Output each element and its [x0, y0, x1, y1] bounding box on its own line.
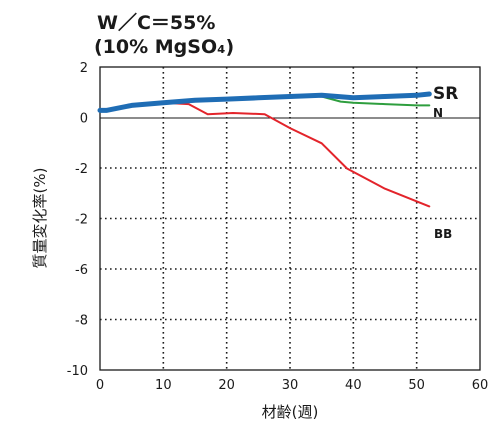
series-label-n: N: [433, 106, 443, 120]
x-tick-label: 20: [218, 378, 235, 393]
y-tick-label: -2: [75, 213, 88, 228]
x-tick-label: 10: [155, 378, 172, 393]
x-tick-label: 40: [345, 378, 362, 393]
x-tick-label: 60: [472, 378, 489, 393]
chart-title-line-1: W／C＝55%: [97, 11, 215, 34]
grid: [100, 67, 480, 370]
y-tick-label: -6: [75, 263, 88, 278]
chart-title-line-2: (10% MgSO₄): [94, 36, 234, 58]
x-axis-ticks: 0 10 20 30 40 50 60: [96, 378, 488, 393]
series-label-bb: BB: [434, 227, 452, 241]
series-line-sr: [97, 91, 432, 113]
plot-frame: [99, 66, 481, 371]
x-tick-label: 30: [282, 378, 299, 393]
series-label-sr: SR: [433, 84, 458, 104]
x-axis-label: 材齢(週): [262, 403, 319, 421]
y-axis-label: 質量変化率(%): [31, 168, 49, 269]
y-tick-label: -10: [67, 364, 88, 379]
x-tick-label: 50: [408, 378, 425, 393]
y-tick-label: -8: [75, 314, 88, 329]
y-tick-label: 0: [80, 112, 88, 127]
series-layer: [97, 91, 432, 208]
y-tick-label: 2: [80, 61, 88, 76]
y-axis-ticks: 2 0 -2 -2 -6 -8 -10: [67, 61, 88, 379]
y-tick-label: -2: [75, 162, 88, 177]
x-tick-label: 0: [96, 378, 104, 393]
